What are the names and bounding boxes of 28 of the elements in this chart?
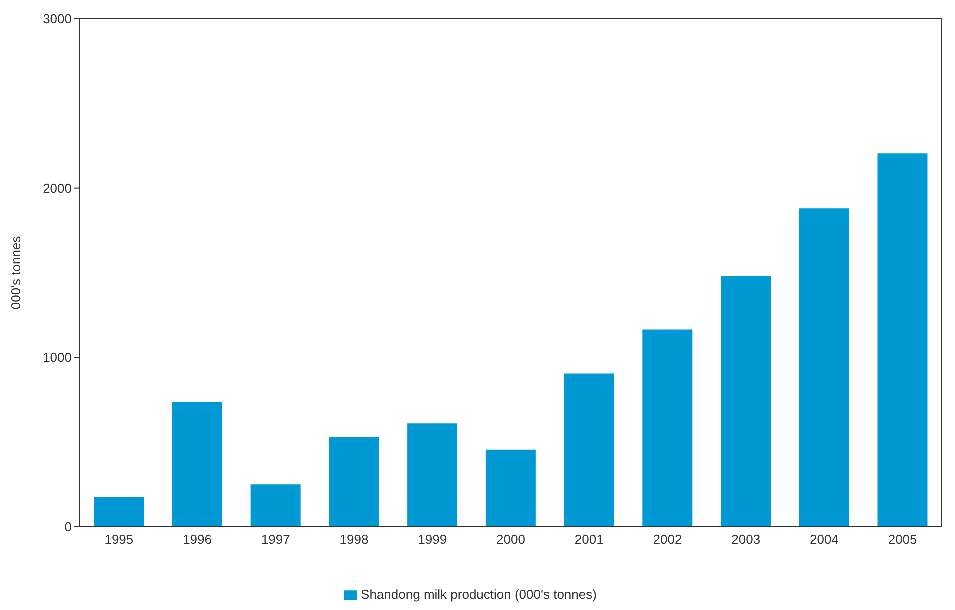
x-tick-label: 1998 [340, 532, 369, 548]
bar [878, 154, 928, 527]
x-tick-label: 2005 [888, 532, 918, 548]
x-tick-label: 1999 [418, 532, 448, 548]
x-tick-label: 2004 [810, 532, 839, 548]
x-tick-label: 2001 [574, 532, 604, 548]
x-tick-label: 2003 [732, 532, 761, 548]
bar [564, 374, 614, 527]
x-tick-label: 2000 [496, 532, 526, 548]
bar [329, 437, 380, 527]
bar [799, 208, 850, 527]
legend-label: Shandong milk production (000's tonnes) [361, 586, 597, 602]
bar [721, 276, 772, 527]
y-axis-title: 000's tonnes [8, 236, 24, 310]
x-tick-label: 2002 [653, 532, 682, 548]
x-tick-label: 1996 [183, 532, 212, 548]
bar [94, 497, 144, 527]
y-tick-label: 0 [64, 520, 72, 535]
bar [172, 402, 222, 527]
y-tick-label: 3000 [43, 12, 72, 27]
x-tick-label: 1997 [261, 532, 290, 548]
bar [642, 330, 693, 527]
y-tick-label: 2000 [43, 180, 72, 196]
y-tick-label: 1000 [43, 350, 72, 366]
bar [250, 484, 301, 527]
bar [486, 450, 536, 527]
x-tick-label: 1995 [104, 532, 134, 548]
bar [408, 424, 458, 527]
